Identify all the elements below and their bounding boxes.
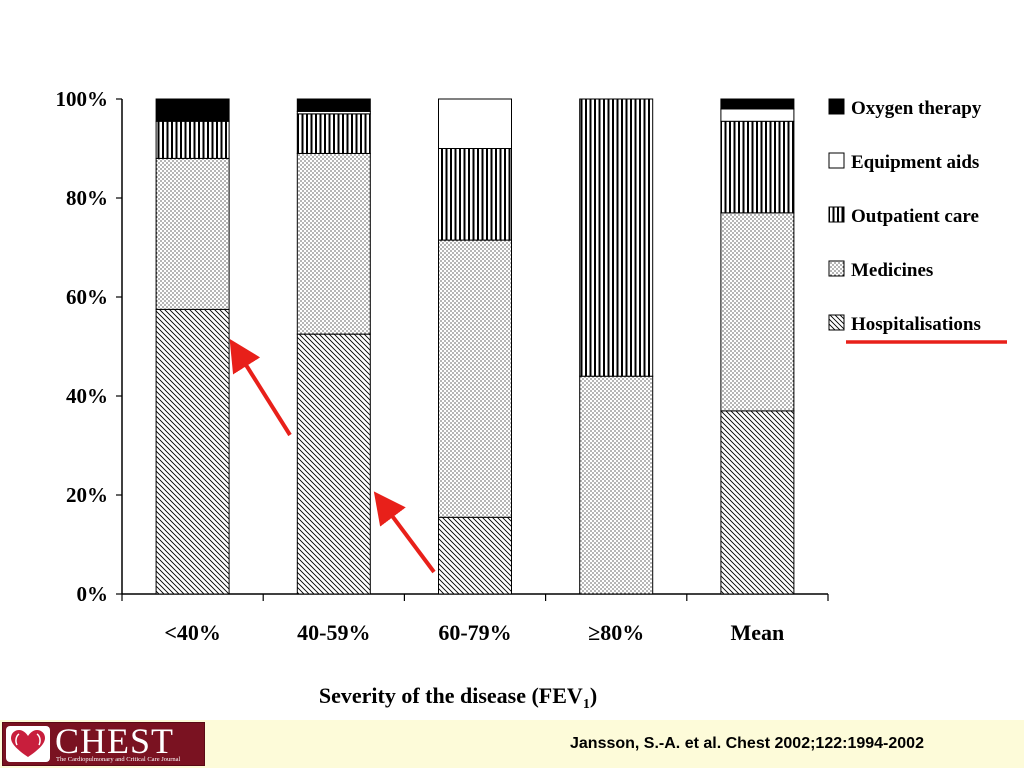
x-category-label: <40% xyxy=(164,620,221,645)
legend-swatch-equipment-aids xyxy=(828,152,845,169)
x-category-label: 40-59% xyxy=(297,620,370,645)
stacked-bar-chart: 0% 20% 40% 60% 80% 100% <40% 40-59% 60-79% ≥80% M… xyxy=(56,87,1007,712)
citation-text: Jansson, S.-A. et al. Chest 2002;122:199… xyxy=(570,735,924,752)
y-tick-label: 40% xyxy=(66,384,108,408)
bar-segment-medicines xyxy=(438,239,512,518)
bar-stacks xyxy=(155,98,795,595)
x-category-label: Mean xyxy=(731,620,785,645)
heart-lungs-icon xyxy=(6,726,50,762)
bar-segment-oxygen-therapy xyxy=(155,98,230,122)
chest-journal-logo: CHEST The Cardiopulmonary and Critical C… xyxy=(2,722,205,766)
legend-swatch-hospitalisations xyxy=(828,314,845,331)
y-tick-label: 60% xyxy=(66,285,108,309)
bar-segment-hospitalisations xyxy=(438,516,512,595)
logo-wordmark: CHEST xyxy=(55,721,175,761)
bar-segment-medicines xyxy=(296,152,371,335)
x-axis-category-labels: <40% 40-59% 60-79% ≥80% Mean xyxy=(164,620,784,645)
legend-label-hospitalisations: Hospitalisations xyxy=(851,314,981,335)
x-category-label: 60-79% xyxy=(438,620,511,645)
bar-segment-medicines xyxy=(720,212,795,412)
legend-swatch-outpatient-care xyxy=(828,206,845,223)
x-axis-title-subscript: 1 xyxy=(583,697,590,712)
legend-label-equipment-aids: Equipment aids xyxy=(851,152,979,173)
y-tick-label: 80% xyxy=(66,186,108,210)
x-axis-title: Severity of the disease (FEV1) xyxy=(319,683,597,712)
legend-label-oxygen-therapy: Oxygen therapy xyxy=(851,98,982,119)
chart-legend: Oxygen therapy Equipment aids Outpatient c… xyxy=(828,98,982,335)
bar-segment-oxygen-therapy xyxy=(720,98,795,110)
bar-segment-outpatient-care xyxy=(720,120,795,214)
bar-segment-equipment-aids xyxy=(720,108,795,122)
bar-segment-outpatient-care xyxy=(155,120,230,159)
bar-segment-hospitalisations xyxy=(296,333,371,595)
x-axis-title-close: ) xyxy=(590,683,597,708)
bar-segment-medicines xyxy=(155,157,230,310)
y-axis-tick-labels: 0% 20% 40% 60% 80% 100% xyxy=(56,87,109,606)
legend-label-outpatient-care: Outpatient care xyxy=(851,206,979,227)
bar-segment-hospitalisations xyxy=(155,308,230,595)
y-tick-label: 0% xyxy=(77,582,109,606)
logo-subtitle: The Cardiopulmonary and Critical Care Jo… xyxy=(56,756,181,763)
bar-segment-equipment-aids xyxy=(438,98,512,149)
legend-label-medicines: Medicines xyxy=(851,260,933,281)
bar-segment-hospitalisations xyxy=(720,410,795,595)
legend-swatch-medicines xyxy=(828,260,845,277)
footer-bar: CHEST The Cardiopulmonary and Critical C… xyxy=(0,720,1024,768)
highlight-arrow-1 xyxy=(229,338,292,437)
y-tick-label: 20% xyxy=(66,483,108,507)
bar-segment-outpatient-care xyxy=(296,113,371,154)
x-category-label: ≥80% xyxy=(588,620,644,645)
highlight-arrow-2 xyxy=(373,491,436,574)
bar-segment-medicines xyxy=(579,375,654,595)
legend-swatch-oxygen-therapy xyxy=(828,98,845,115)
y-tick-label: 100% xyxy=(56,87,109,111)
bar-segment-outpatient-care xyxy=(438,148,512,241)
bar-segment-outpatient-care xyxy=(579,98,654,377)
bar-segment-oxygen-therapy xyxy=(296,98,371,112)
